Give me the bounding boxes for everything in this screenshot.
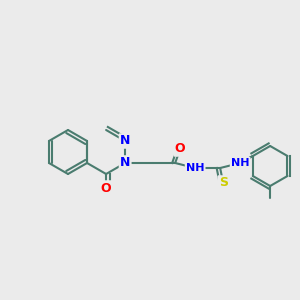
Text: S: S bbox=[219, 176, 228, 190]
Text: NH: NH bbox=[231, 158, 249, 168]
Text: N: N bbox=[120, 134, 130, 148]
Text: NH: NH bbox=[186, 163, 204, 173]
Text: O: O bbox=[101, 182, 111, 194]
Text: N: N bbox=[120, 157, 130, 169]
Text: O: O bbox=[175, 142, 185, 155]
